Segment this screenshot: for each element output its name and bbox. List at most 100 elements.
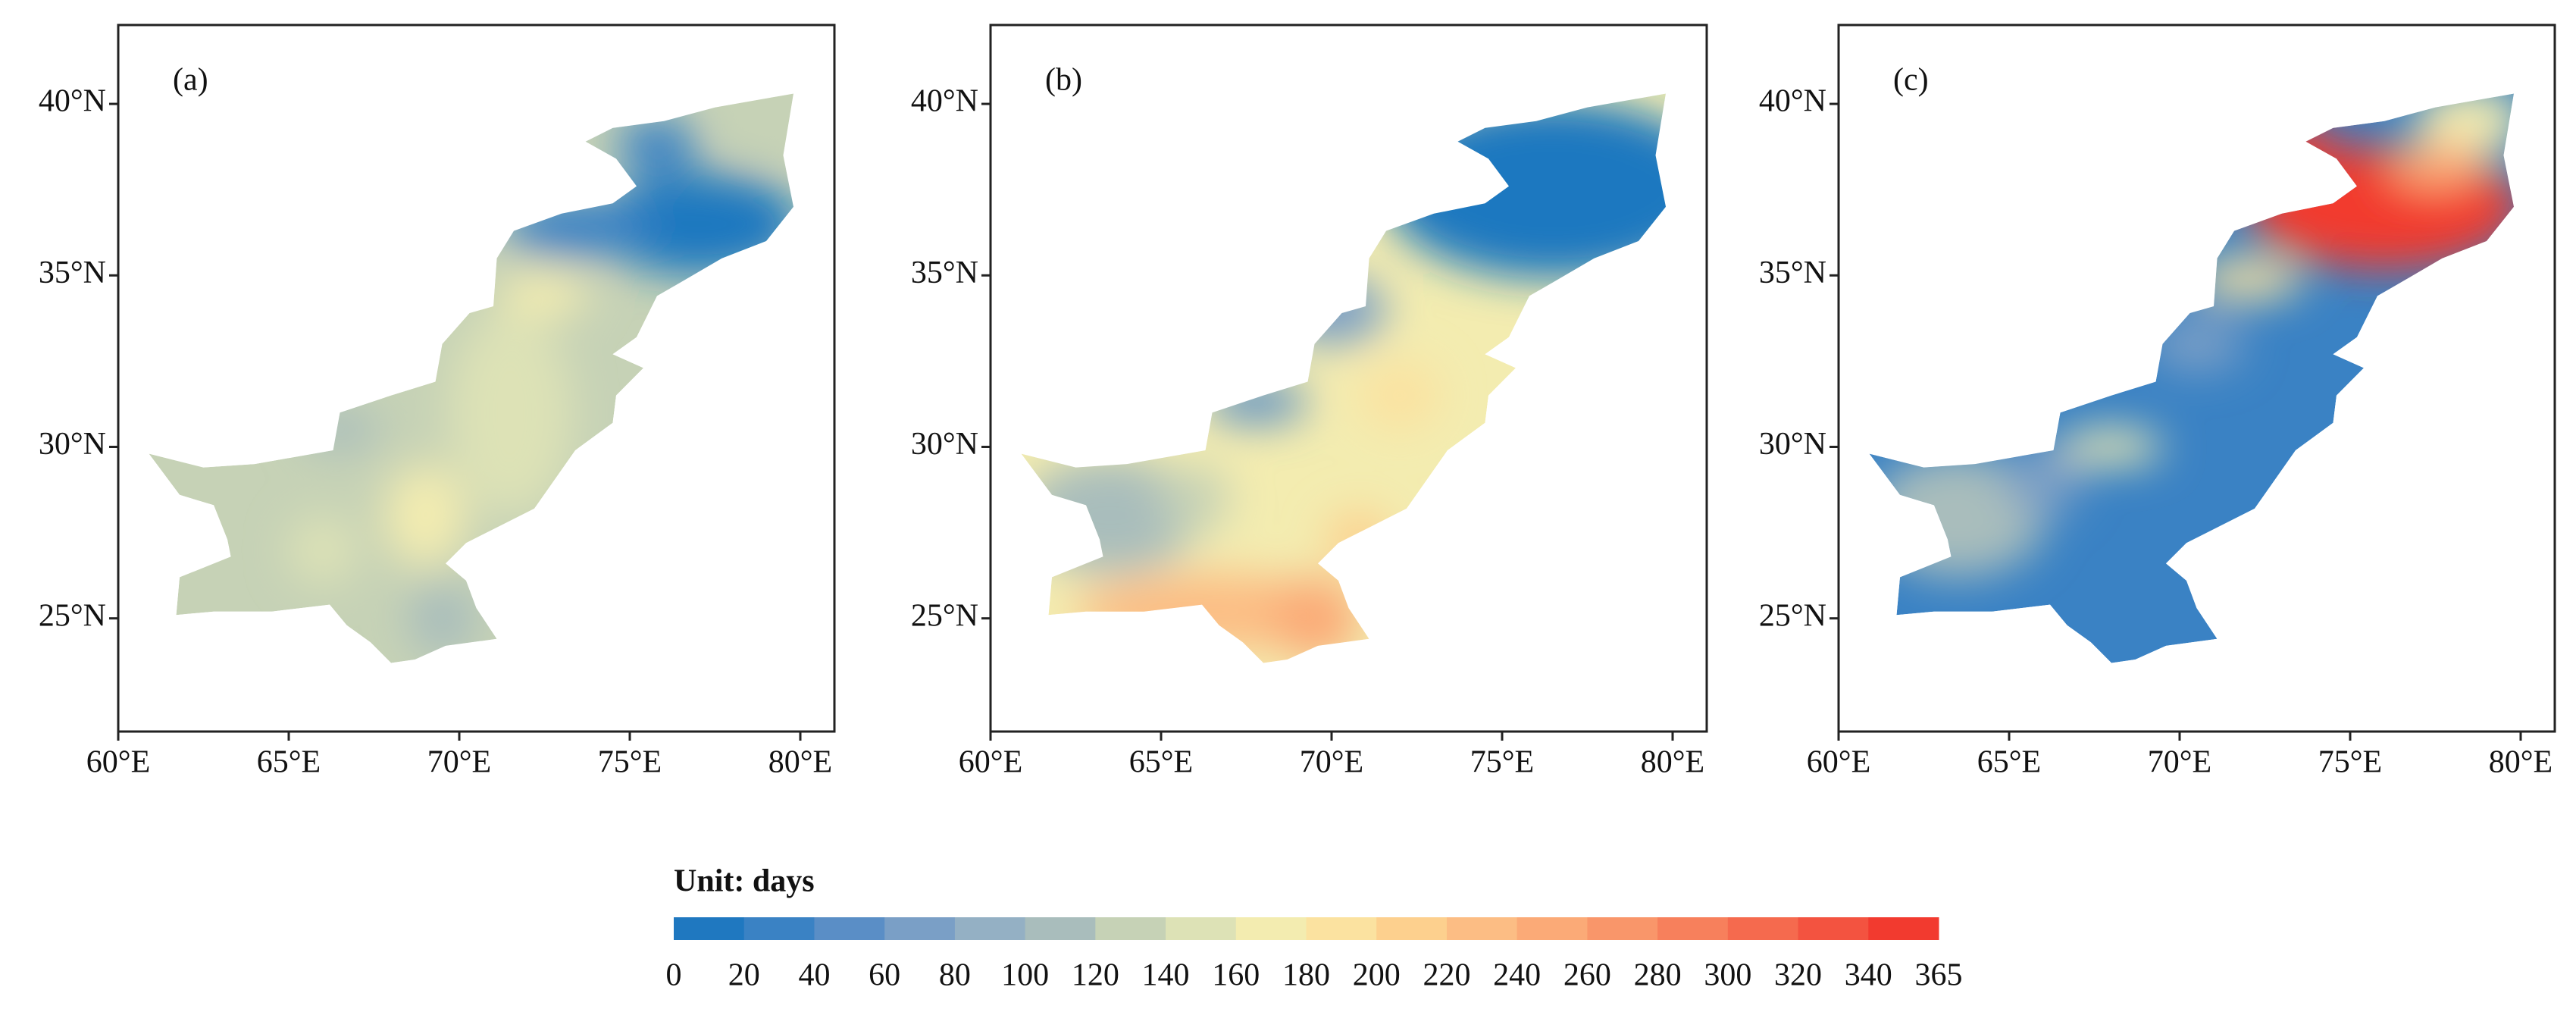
colorbar-segment xyxy=(954,917,1026,940)
colorbar-label: 160 xyxy=(1212,958,1260,993)
shade-blob xyxy=(1270,577,1359,660)
colorbar-segment xyxy=(1516,917,1588,940)
shade-blob xyxy=(2387,141,2484,190)
y-tick-label: 35°N xyxy=(39,255,106,290)
x-tick-label: 80°E xyxy=(1641,745,1704,780)
colorbar-label: 40 xyxy=(798,958,830,993)
y-tick-label: 25°N xyxy=(39,598,106,633)
x-tick-label: 65°E xyxy=(1977,745,2041,780)
y-tick-label: 35°N xyxy=(911,255,978,290)
x-tick-label: 60°E xyxy=(1807,745,1870,780)
colorbar-label: 20 xyxy=(728,958,760,993)
x-tick-label: 60°E xyxy=(86,745,150,780)
panel-label: (a) xyxy=(173,63,208,98)
x-tick-label: 80°E xyxy=(768,745,832,780)
x-tick-label: 65°E xyxy=(1129,745,1193,780)
shade-blob xyxy=(1382,100,1666,279)
colorbar-segment xyxy=(1025,917,1096,940)
y-tick-label: 40°N xyxy=(1759,84,1826,119)
shade-blob xyxy=(503,196,654,259)
colorbar-label: 340 xyxy=(1845,958,1892,993)
colorbar-label: 120 xyxy=(1072,958,1119,993)
shade-blob xyxy=(500,268,589,317)
x-tick-label: 80°E xyxy=(2489,745,2553,780)
shade-blob xyxy=(2005,447,2081,515)
colorbar-label: 80 xyxy=(939,958,971,993)
colorbar-segment xyxy=(1446,917,1518,940)
colorbar-label: 260 xyxy=(1563,958,1611,993)
colorbar-segment xyxy=(1727,917,1799,940)
shade-blob xyxy=(384,464,466,567)
map-field xyxy=(1021,93,1666,663)
colorbar-segment xyxy=(1868,917,1939,940)
colorbar-label: 140 xyxy=(1142,958,1190,993)
shade-blob xyxy=(408,580,477,656)
x-tick-label: 70°E xyxy=(1300,745,1363,780)
colorbar-label: 60 xyxy=(869,958,900,993)
y-tick-label: 30°N xyxy=(911,427,978,462)
x-tick-label: 75°E xyxy=(598,745,662,780)
frame xyxy=(989,24,1708,733)
shade-blob xyxy=(725,93,793,149)
colorbar-segment xyxy=(1166,917,1237,940)
shade-blob xyxy=(1359,361,1441,430)
colorbar-segment xyxy=(674,917,745,940)
map-field xyxy=(149,93,793,663)
shade-blob xyxy=(299,409,381,451)
map-panel: (a) 60°E 65°E 70°E 75°E 80°E 25°N 30°N 35°N 40°N xyxy=(39,24,836,780)
map-panel: (c) 60°E 65°E 70°E 75°E 80°E 25°N 30°N 35°N 40°N xyxy=(1759,24,2556,780)
colorbar-label: 280 xyxy=(1634,958,1682,993)
shade-blob xyxy=(1205,381,1308,423)
colorbar-segment xyxy=(1235,917,1307,940)
x-tick-label: 75°E xyxy=(2318,745,2382,780)
y-tick-label: 40°N xyxy=(39,84,106,119)
colorbar-label: 180 xyxy=(1282,958,1330,993)
x-tick-label: 70°E xyxy=(2148,745,2211,780)
colorbar-segment xyxy=(814,917,885,940)
shade-blob xyxy=(2193,258,2302,299)
shade-blob xyxy=(1325,512,1393,567)
shade-blob xyxy=(616,118,698,173)
x-tick-label: 60°E xyxy=(959,745,1022,780)
x-tick-label: 70°E xyxy=(427,745,491,780)
y-tick-label: 25°N xyxy=(1759,598,1826,633)
panel-label: (c) xyxy=(1893,63,1929,98)
colorbar-segment xyxy=(1095,917,1166,940)
colorbar-label: 365 xyxy=(1915,958,1963,993)
colorbar-label: 240 xyxy=(1493,958,1541,993)
y-tick-label: 30°N xyxy=(1759,427,1826,462)
y-tick-label: 35°N xyxy=(1759,255,1826,290)
colorbar-label: 0 xyxy=(666,958,682,993)
shade-blob xyxy=(1161,464,1229,533)
shade-blob xyxy=(1277,275,1386,344)
shade-blob xyxy=(289,515,357,584)
shading xyxy=(289,93,793,656)
map-field xyxy=(1869,93,2514,663)
colorbar-label: 200 xyxy=(1353,958,1401,993)
shade-blob xyxy=(2149,316,2245,371)
shade-blob xyxy=(2060,429,2163,465)
colorbar-segment xyxy=(884,917,956,940)
colorbar-label: 100 xyxy=(1001,958,1049,993)
colorbar-segment xyxy=(743,917,815,940)
frame xyxy=(117,24,836,733)
shade-blob xyxy=(2265,118,2333,186)
y-tick-label: 30°N xyxy=(39,427,106,462)
colorbar-title: Unit: days xyxy=(674,864,815,899)
colorbar-segment xyxy=(1376,917,1448,940)
frame xyxy=(1837,24,2556,733)
panel-label: (b) xyxy=(1045,63,1082,98)
colorbar-label: 220 xyxy=(1423,958,1470,993)
y-tick-label: 40°N xyxy=(911,84,978,119)
y-tick-label: 25°N xyxy=(911,598,978,633)
x-tick-label: 75°E xyxy=(1470,745,1534,780)
colorbar-segment xyxy=(1657,917,1729,940)
colorbar-segment xyxy=(1798,917,1869,940)
map-panel: (b) 60°E 65°E 70°E 75°E 80°E 25°N 30°N 35°N 40°N xyxy=(911,24,1708,780)
colorbar-label: 300 xyxy=(1704,958,1751,993)
colorbar-segment xyxy=(1306,917,1377,940)
colorbar-label: 320 xyxy=(1774,958,1822,993)
shade-blob xyxy=(449,309,572,515)
